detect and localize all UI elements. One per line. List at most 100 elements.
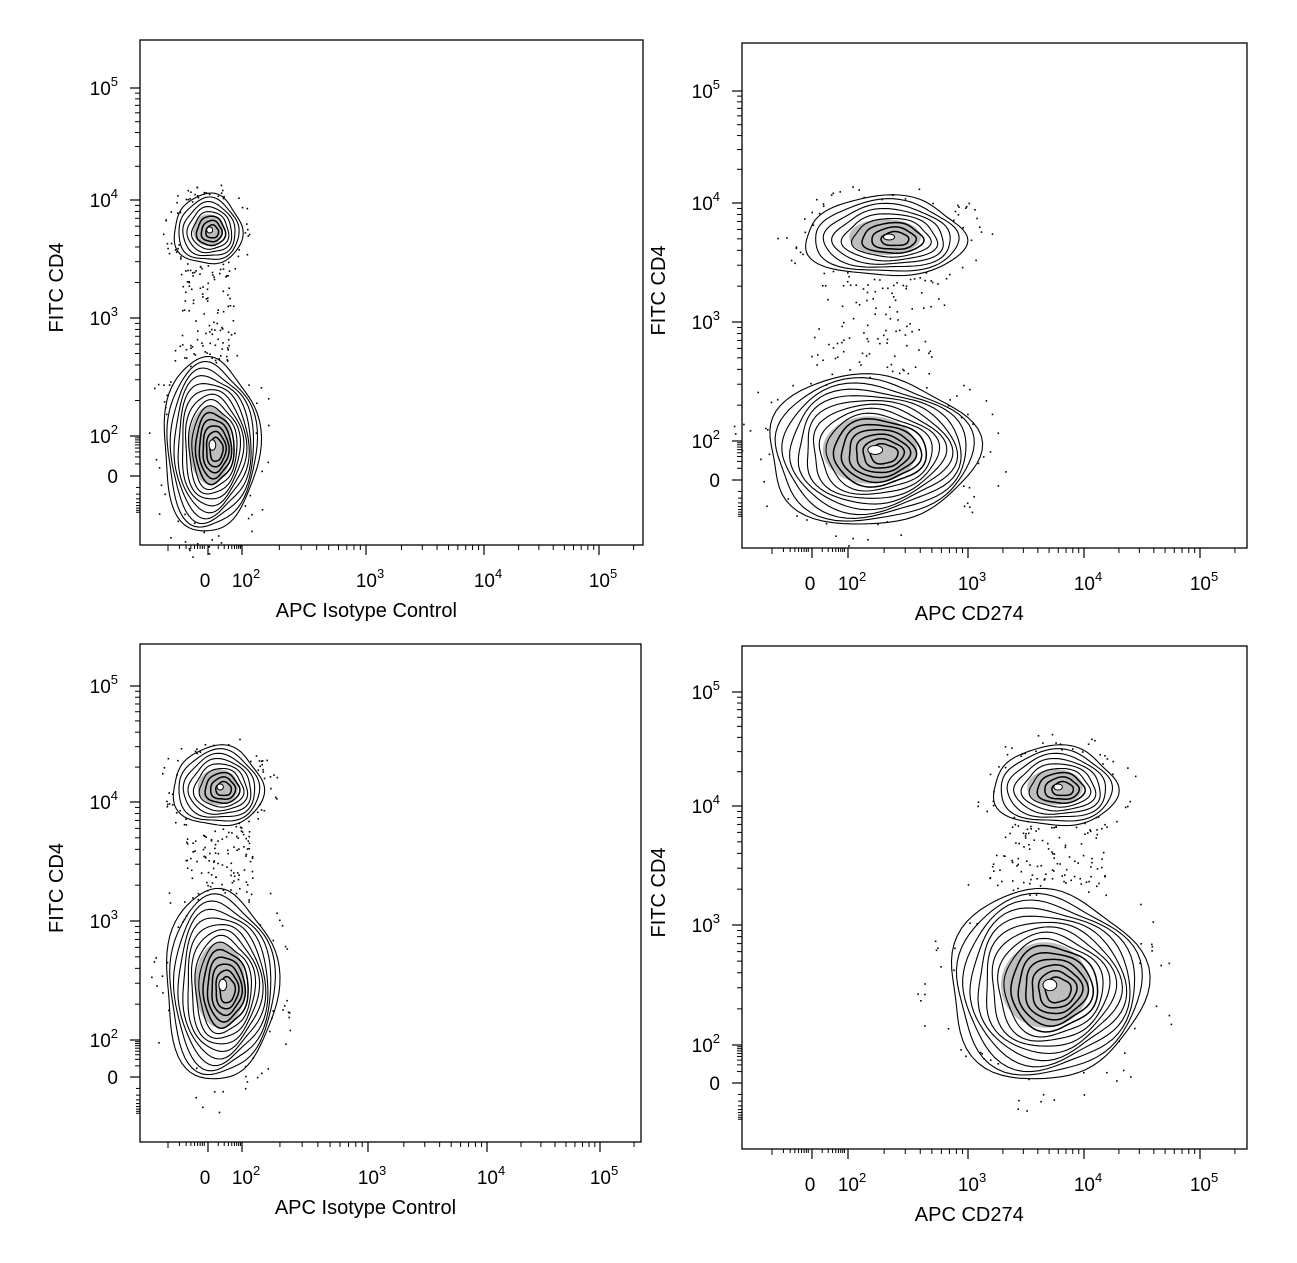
event-dot (227, 849, 229, 852)
contour-line (1025, 958, 1090, 1021)
event-dot (220, 542, 223, 544)
event-dot (1140, 903, 1142, 906)
event-dot (230, 889, 232, 891)
x-tick-label: 104 (1074, 1170, 1102, 1196)
event-dot (836, 356, 839, 358)
event-dot (209, 342, 211, 345)
event-dot (1129, 800, 1131, 803)
contour-line (187, 924, 264, 1053)
event-dot (246, 891, 248, 893)
contour-line (169, 893, 276, 1076)
event-dot (1011, 859, 1013, 862)
contour-line (1051, 780, 1075, 797)
contour-line (163, 355, 263, 532)
event-dot (770, 401, 773, 404)
event-dot (238, 197, 240, 199)
event-dot (953, 969, 955, 972)
event-dot (208, 860, 210, 862)
event-dot (186, 859, 189, 862)
event-dot (202, 1106, 204, 1109)
event-dot (913, 278, 916, 280)
event-dot (928, 352, 930, 355)
event-dot (185, 859, 188, 862)
event-dot (255, 755, 258, 757)
event-dot (222, 342, 224, 344)
event-dot (192, 851, 195, 853)
event-dot (250, 760, 252, 763)
event-dot (977, 805, 979, 808)
event-dot (835, 535, 837, 537)
event-dot (251, 856, 254, 858)
event-dot (202, 296, 204, 298)
event-dot (186, 867, 189, 869)
contour-line (825, 412, 933, 492)
event-dot (1040, 865, 1043, 867)
event-dot (866, 324, 869, 327)
event-dot (219, 272, 221, 275)
event-dot (216, 322, 218, 325)
event-dot (907, 372, 910, 375)
event-dot (920, 292, 923, 294)
contour-line (182, 200, 236, 257)
event-dot (902, 368, 904, 371)
event-dot (201, 267, 203, 270)
event-dot (248, 233, 251, 236)
event-dot (1045, 873, 1047, 875)
event-dot (977, 801, 980, 803)
event-dot (823, 272, 826, 275)
event-dot (980, 231, 983, 233)
event-dot (1051, 733, 1054, 736)
contour-line (815, 198, 960, 272)
x-tick-label: 0 (805, 1175, 816, 1196)
contour-line (769, 373, 984, 525)
contour-line (855, 433, 912, 474)
event-dot (194, 850, 196, 852)
contour-line (198, 941, 253, 1035)
event-dot (196, 1067, 198, 1070)
event-dot (1024, 752, 1026, 755)
event-dot (917, 993, 919, 995)
event-dot (1040, 1100, 1042, 1103)
event-dot (860, 364, 862, 366)
event-dot (1105, 894, 1107, 897)
contour-line (178, 196, 240, 260)
peak-center (1042, 978, 1058, 992)
event-dot (248, 831, 251, 833)
event-dot (1063, 880, 1065, 883)
event-dot (1087, 832, 1089, 834)
event-dot (855, 284, 857, 286)
event-dot (177, 195, 179, 197)
event-dot (1026, 860, 1028, 862)
event-dot (184, 300, 187, 302)
event-dot (849, 284, 852, 287)
event-dot (1028, 848, 1031, 850)
plot-frame (139, 39, 644, 546)
event-dot (918, 349, 920, 351)
event-dot (180, 273, 183, 276)
event-dot (179, 211, 182, 214)
event-dot (945, 277, 948, 280)
contour-line (195, 215, 227, 247)
event-dot (879, 342, 881, 345)
event-dot (1035, 750, 1037, 753)
contour-line (205, 223, 220, 239)
event-dot (1015, 842, 1017, 844)
population-contour (173, 192, 244, 265)
event-dot (199, 265, 202, 268)
event-dot (228, 287, 230, 289)
event-dot (222, 828, 225, 830)
contour-line (173, 192, 244, 265)
event-dot (189, 198, 191, 200)
event-dot (229, 305, 232, 307)
event-dot (222, 290, 225, 293)
event-dot (239, 826, 242, 829)
event-dot (874, 290, 877, 293)
event-dot (223, 195, 225, 198)
event-dot (241, 206, 244, 209)
contour-line (1044, 776, 1081, 800)
contour-line (200, 219, 223, 243)
peak-center (867, 445, 884, 455)
event-dot (992, 804, 995, 807)
event-dot (221, 838, 224, 840)
event-dot (931, 356, 933, 358)
